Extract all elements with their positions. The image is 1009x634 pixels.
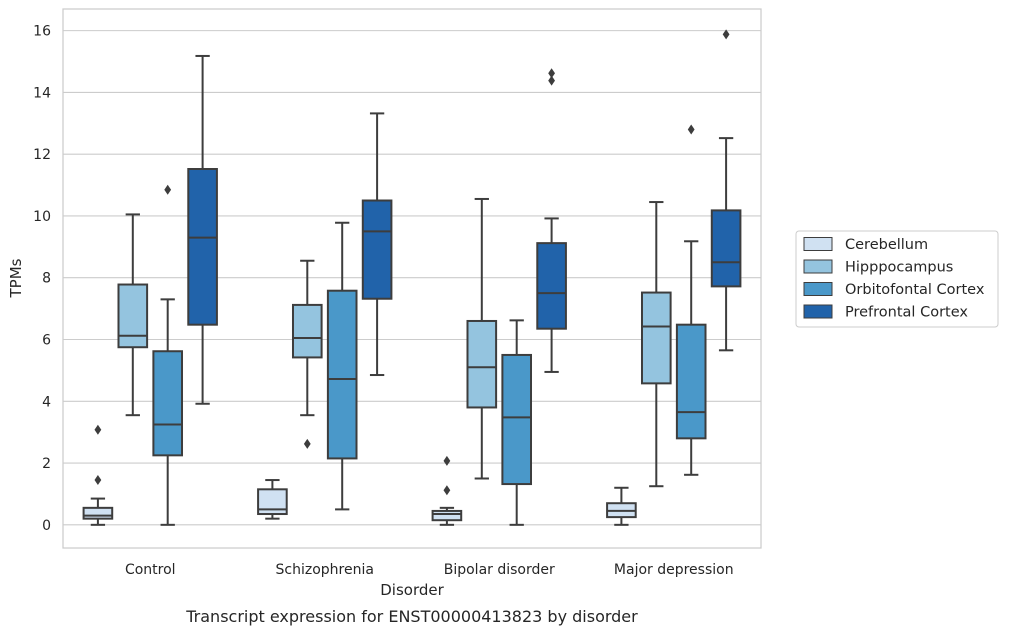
box-iqr <box>640 291 672 385</box>
outlier-point <box>303 438 311 449</box>
box-cerebellum <box>606 486 637 526</box>
box-iqr <box>501 353 533 486</box>
outlier-point <box>548 75 555 86</box>
box-hipppocampus <box>117 213 149 417</box>
box-iqr <box>536 242 567 330</box>
box-iqr <box>82 506 114 520</box>
x-tick-label: Control <box>125 562 176 578</box>
box-prefrontal-cortex <box>187 54 218 405</box>
outlier-point <box>443 485 451 496</box>
outlier-point <box>94 424 102 435</box>
y-tick-label: 12 <box>33 147 51 163</box>
box-iqr <box>326 289 358 460</box>
box-iqr <box>675 323 707 440</box>
box-orbitofontal-cortex <box>326 221 358 511</box>
box-hipppocampus <box>640 201 672 488</box>
y-tick-label: 0 <box>42 518 51 534</box>
box-orbitofontal-cortex <box>675 124 707 476</box>
outlier-point <box>722 29 730 40</box>
y-tick-label: 2 <box>42 456 51 472</box>
y-tick-label: 16 <box>33 24 51 40</box>
legend-label: Orbitofontal Cortex <box>845 282 985 298</box>
x-axis-ticks: Control Schizophrenia Bipolar disorder Majo… <box>125 562 734 578</box>
box-iqr <box>187 168 218 326</box>
y-tick-label: 10 <box>33 209 51 225</box>
legend-label: Prefrontal Cortex <box>845 305 968 321</box>
box-cerebellum <box>431 455 463 526</box>
y-tick-label: 8 <box>42 271 51 287</box>
box-iqr <box>431 509 463 522</box>
outlier-point <box>164 184 172 195</box>
x-axis-label: Disorder <box>380 581 444 599</box>
y-axis-label: TPMs <box>7 258 25 298</box>
legend-swatch <box>803 259 833 274</box>
box-hipppocampus <box>291 259 323 449</box>
box-hipppocampus <box>466 197 498 480</box>
outlier-point <box>548 68 555 79</box>
legend-label: Cerebellum <box>845 237 928 253</box>
box-iqr <box>710 209 742 288</box>
outlier-point <box>94 475 102 486</box>
legend-frame <box>795 230 999 328</box>
y-tick-label: 14 <box>33 85 51 101</box>
box-prefrontal-cortex <box>361 112 393 377</box>
legend: Cerebellum Hipppocampus Orbitofontal Corte… <box>795 230 999 328</box>
box-iqr <box>152 350 184 457</box>
box-iqr <box>361 199 393 300</box>
boxes <box>82 29 742 526</box>
legend-label: Hipppocampus <box>845 260 953 276</box>
box-prefrontal-cortex <box>536 68 567 373</box>
x-tick-label: Major depression <box>614 562 734 578</box>
y-axis-ticks: 0 2 4 6 8 10 12 14 16 <box>33 24 51 534</box>
y-tick-label: 4 <box>42 394 51 410</box>
outlier-point <box>443 455 451 466</box>
box-orbitofontal-cortex <box>501 319 533 526</box>
box-iqr <box>466 319 498 409</box>
box-iqr <box>117 283 149 349</box>
box-cerebellum <box>82 424 114 526</box>
plot-frame <box>62 8 762 549</box>
box-cerebellum <box>257 479 288 520</box>
legend-swatch <box>803 304 833 319</box>
box-orbitofontal-cortex <box>152 184 184 526</box>
x-tick-label: Schizophrenia <box>276 562 374 578</box>
outlier-point <box>687 124 695 135</box>
chart-caption: Transcript expression for ENST0000041382… <box>185 607 638 626</box>
x-tick-label: Bipolar disorder <box>444 562 555 578</box>
box-prefrontal-cortex <box>710 29 742 352</box>
box-iqr <box>291 303 323 359</box>
y-tick-label: 6 <box>42 333 51 349</box>
legend-swatch <box>803 282 833 296</box>
legend-swatch <box>803 237 833 251</box>
